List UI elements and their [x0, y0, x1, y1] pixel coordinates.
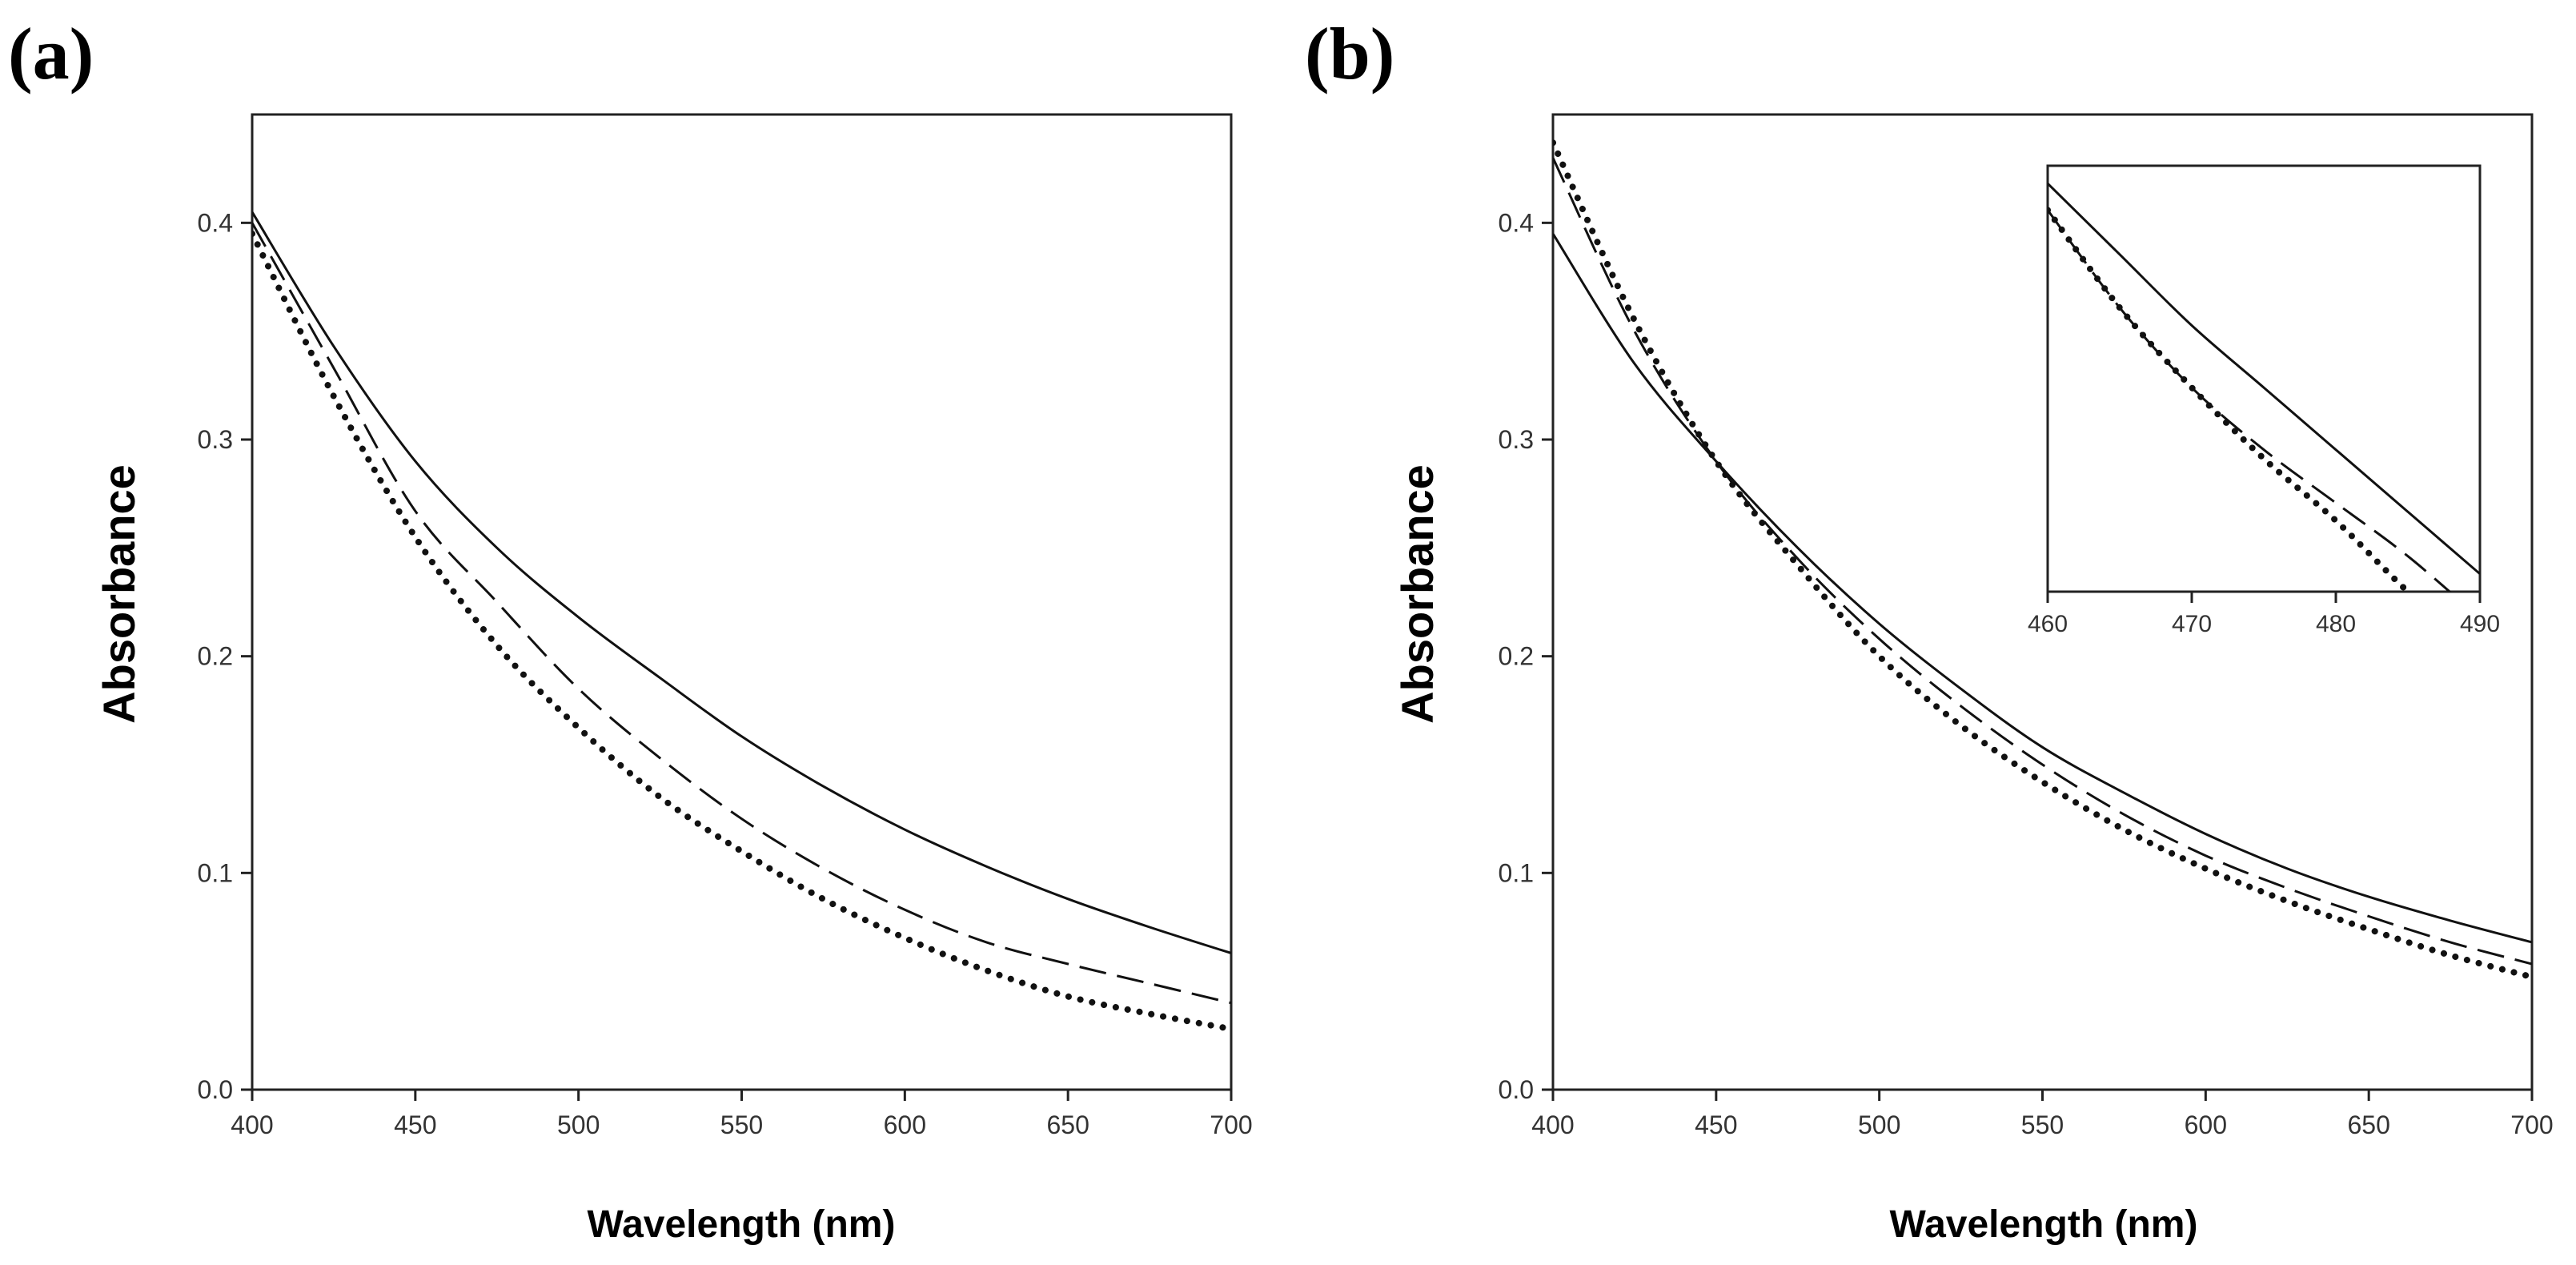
- panel-b-series-dotted-line: [1553, 139, 2532, 981]
- inset-plot-frame: [2046, 164, 2482, 593]
- panel-b-label: (b): [1305, 13, 1394, 94]
- panel-a-x-tick-label: 400: [231, 1110, 273, 1139]
- panel-a-x-tick-label: 450: [394, 1110, 436, 1139]
- inset-series-solid-line: [2048, 183, 2480, 575]
- panel-a-x-axis: 400 450 500 550 600 650 700: [231, 1090, 1253, 1139]
- panel-a-curves: [252, 211, 1231, 1033]
- inset-x-tick-label: 480: [2316, 611, 2356, 637]
- panel-a-x-tick-label: 650: [1046, 1110, 1089, 1139]
- panel-a-xlabel: Wavelength (nm): [588, 1203, 896, 1246]
- panel-a-y-tick-label: 0.3: [198, 425, 233, 454]
- inset-series-dotted-line: [2048, 207, 2413, 592]
- panel-b-plot-frame: [1551, 113, 2534, 1091]
- panel-a-label: (a): [8, 13, 94, 94]
- panel-b-x-tick-label: 400: [1531, 1110, 1574, 1139]
- panel-b-x-tick-label: 550: [2021, 1110, 2064, 1139]
- panel-b-inset: 460 470 480 490: [2028, 164, 2500, 637]
- panel-a-ylabel: Absorbance: [94, 464, 144, 724]
- panel-a-series-dashed-line: [252, 222, 1231, 1005]
- panel-a-y-tick-label: 0.4: [198, 208, 233, 237]
- panel-a-x-tick-label: 500: [557, 1110, 600, 1139]
- panel-b-x-tick-label: 700: [2510, 1110, 2553, 1139]
- panel-b-y-tick-label: 0.3: [1499, 425, 1534, 454]
- inset-x-tick-label: 470: [2172, 611, 2212, 637]
- panel-a-x-tick-label: 550: [720, 1110, 763, 1139]
- panel-b-x-tick-label: 650: [2347, 1110, 2389, 1139]
- inset-series-dashed-line: [2048, 209, 2452, 592]
- panel-b: (b) Absorbance Wavelength (nm) 0.0 0.1 0.2…: [1305, 13, 2554, 1246]
- panel-b-series-solid-line: [1553, 233, 2532, 944]
- panel-b-y-tick-label: 0.2: [1499, 642, 1534, 671]
- panel-a-x-tick-label: 600: [884, 1110, 926, 1139]
- panel-a-series-dotted-line: [252, 230, 1231, 1033]
- panel-b-x-tick-label: 500: [1858, 1110, 1900, 1139]
- panel-a-y-tick-label: 0.1: [198, 858, 233, 887]
- panel-a-series-solid-line: [252, 211, 1231, 954]
- inset-x-axis: 460 470 480 490: [2028, 592, 2500, 637]
- panel-a: (a) Absorbance Wavelength (nm) 0.0 0.1 0.2…: [8, 13, 1253, 1246]
- panel-b-x-tick-label: 600: [2185, 1110, 2227, 1139]
- panel-b-ylabel: Absorbance: [1392, 464, 1442, 724]
- inset-x-tick-label: 460: [2028, 611, 2068, 637]
- panel-a-y-tick-label: 0.0: [198, 1075, 233, 1104]
- panel-b-xlabel: Wavelength (nm): [1890, 1203, 2198, 1246]
- panel-a-y-tick-label: 0.2: [198, 642, 233, 671]
- panel-b-y-tick-label: 0.1: [1499, 858, 1534, 887]
- panel-b-series-dashed-line: [1553, 157, 2532, 966]
- panel-b-x-tick-label: 450: [1695, 1110, 1737, 1139]
- panel-a-x-tick-label: 700: [1210, 1110, 1252, 1139]
- panel-b-y-tick-label: 0.0: [1499, 1075, 1534, 1104]
- panel-b-y-axis: 0.0 0.1 0.2 0.3 0.4: [1499, 208, 1553, 1104]
- inset-curves: [2048, 183, 2480, 592]
- panel-b-y-tick-label: 0.4: [1499, 208, 1534, 237]
- panel-b-x-axis: 400 450 500 550 600 650 700: [1531, 1090, 2554, 1139]
- panel-b-curves: [1553, 139, 2532, 981]
- panel-a-y-axis: 0.0 0.1 0.2 0.3 0.4: [198, 208, 252, 1104]
- inset-x-tick-label: 490: [2460, 611, 2500, 637]
- panel-a-plot-frame: [251, 113, 1233, 1091]
